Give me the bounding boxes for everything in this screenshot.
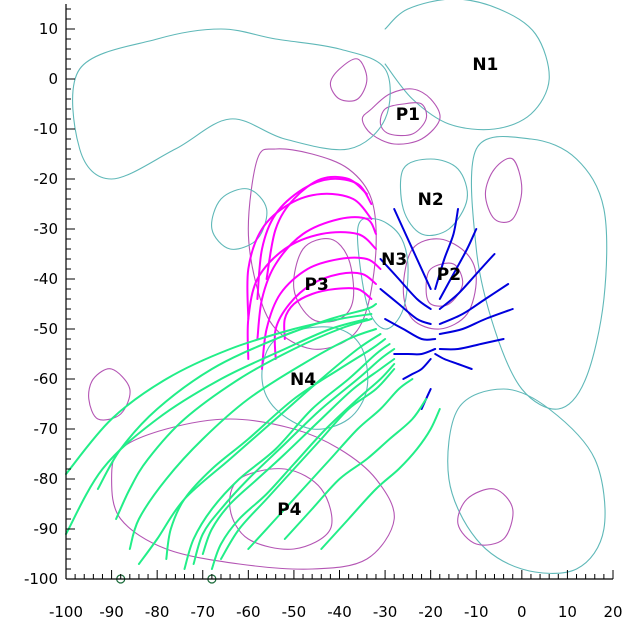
contours-layer: [72, 0, 608, 574]
field-line-p2-field-lines-37: [379, 288, 432, 325]
contour-background-19: [457, 488, 514, 546]
field-line-p2-field-lines-30: [438, 228, 478, 300]
field-line-long-field-lines-52: [210, 363, 396, 570]
field-line-p2-field-lines-31: [438, 253, 496, 310]
field-line-long-field-lines-45: [115, 318, 373, 520]
x-tick-label: -90: [99, 603, 124, 621]
y-tick-label: -10: [34, 120, 59, 138]
field-line-long-field-lines-47: [137, 333, 382, 565]
x-tick-label: -60: [236, 603, 261, 621]
field-line-long-field-lines-43: [65, 318, 368, 535]
x-tick-label: -70: [191, 603, 216, 621]
contour-p1-1: [361, 88, 441, 145]
contour-n3-8: [356, 217, 409, 330]
y-tick-label: -20: [34, 170, 59, 188]
contour-background-17: [329, 58, 368, 102]
field-line-long-field-lines-51: [201, 358, 396, 555]
contour-n2-7: [399, 158, 468, 236]
contour-n4-9: [261, 326, 369, 430]
y-tick-label: -60: [34, 370, 59, 388]
field-line-long-field-lines-42: [65, 313, 373, 475]
y-tick-label: -90: [34, 520, 59, 538]
contour-background-18: [88, 368, 131, 421]
x-tick-label: -20: [418, 603, 443, 621]
contour-background-12: [72, 28, 391, 180]
contour-p2-6: [425, 262, 464, 307]
y-tick-label: -50: [34, 320, 59, 338]
x-tick-label: -30: [373, 603, 398, 621]
axes-layer: -100 -90 -80 -70 -60 -50 -40 -30 -20 -10 0 10 20100-…: [24, 4, 623, 621]
field-line-p3-field-lines-27: [283, 287, 373, 340]
y-tick-label: 10: [39, 20, 58, 38]
x-tick-label: -40: [327, 603, 352, 621]
field-line-p2-field-lines-29: [434, 208, 459, 290]
contour-p3-4: [293, 238, 355, 323]
field-line-p3-field-lines-24: [246, 231, 377, 360]
field-line-p2-field-lines-39: [393, 348, 437, 356]
region-label-p4: P4: [277, 500, 301, 520]
y-tick-label: -80: [34, 470, 59, 488]
field-line-p3-field-lines-23: [256, 216, 377, 340]
region-label-p3: P3: [305, 275, 329, 295]
x-tick-label: -100: [49, 603, 83, 621]
field-line-long-field-lines-46: [128, 328, 377, 550]
field-line-p2-field-lines-34: [438, 338, 505, 351]
field-line-p2-field-lines-33: [438, 308, 514, 335]
y-tick-label: -40: [34, 270, 59, 288]
y-tick-label: 0: [48, 70, 58, 88]
x-tick-label: 20: [603, 603, 622, 621]
field-line-p3-field-lines-20: [265, 175, 368, 280]
field-line-long-field-lines-53: [220, 368, 396, 560]
field-line-p3-field-lines-25: [261, 256, 382, 370]
field-line-p2-field-lines-38: [384, 318, 437, 341]
field-line-p2-field-lines-36: [379, 258, 432, 310]
field-line-long-field-lines-54: [247, 378, 414, 550]
contour-p2-5: [402, 238, 477, 330]
x-tick-label: 10: [558, 603, 577, 621]
region-label-p2: P2: [437, 265, 461, 285]
region-label-n4: N4: [290, 370, 316, 390]
contour-background-13: [470, 135, 608, 410]
x-tick-label: -80: [145, 603, 170, 621]
field-line-long-field-lines-56: [320, 408, 441, 550]
field-line-long-field-lines-44: [96, 303, 377, 490]
x-tick-label: 0: [517, 603, 527, 621]
region-label-n1: N1: [472, 55, 498, 75]
field-line-p2-field-lines-32: [438, 283, 510, 325]
contour-p1-2: [379, 102, 428, 137]
y-tick-label: -30: [34, 220, 59, 238]
contour-background-14: [447, 388, 606, 574]
contour-n1-0: [384, 0, 550, 131]
region-label-n2: N2: [418, 190, 444, 210]
x-tick-label: -10: [464, 603, 489, 621]
field-line-p3-field-lines-22: [246, 192, 373, 320]
region-labels-layer: N1 P1 N2 P2 N3 P3 N4 P4: [277, 55, 498, 520]
region-label-n3: N3: [381, 250, 407, 270]
y-tick-label: -70: [34, 420, 59, 438]
field-line-long-field-lines-50: [192, 348, 396, 565]
field-line-p3-field-lines-26: [273, 271, 377, 360]
field-line-long-field-lines-55: [283, 398, 428, 540]
field-line-p3-field-lines-21: [256, 177, 373, 300]
field-line-p2-field-lines-35: [434, 353, 473, 370]
contour-background-16: [484, 157, 523, 223]
region-label-p1: P1: [396, 105, 420, 125]
field-lines-layer: [65, 175, 514, 570]
field-line-long-field-lines-49: [183, 343, 391, 570]
contour-background-15: [211, 188, 268, 250]
y-tick-label: -100: [24, 570, 58, 588]
field-line-long-field-lines-48: [165, 338, 387, 560]
field-line-p2-field-lines-40: [402, 358, 432, 380]
x-tick-label: -50: [282, 603, 307, 621]
contour-p4-10: [111, 418, 395, 570]
field-line-p2-field-lines-28: [393, 208, 432, 290]
